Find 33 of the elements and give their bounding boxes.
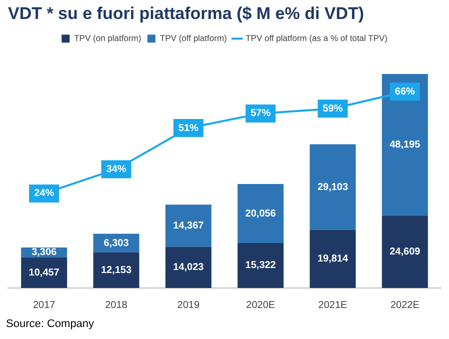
legend-label: TPV off platform (as a % of total TPV) bbox=[246, 32, 388, 43]
data-label: 12,153 bbox=[100, 264, 132, 276]
x-tick-label: 2022E bbox=[390, 300, 420, 311]
bar bbox=[165, 204, 212, 247]
data-label: 14,023 bbox=[173, 262, 204, 274]
data-label: 3,306 bbox=[32, 247, 58, 258]
bar bbox=[382, 216, 428, 288]
x-tick-label: 2019 bbox=[177, 300, 200, 311]
bar bbox=[93, 252, 140, 288]
data-label: 24,609 bbox=[390, 246, 421, 258]
bar bbox=[310, 144, 356, 230]
x-tick-label: 2020E bbox=[246, 300, 276, 311]
data-label: 14,367 bbox=[173, 220, 204, 232]
bar bbox=[21, 257, 68, 288]
data-label: 6,303 bbox=[104, 238, 130, 249]
data-label: 19,814 bbox=[317, 254, 348, 265]
x-tick-label: 2021E bbox=[318, 300, 348, 311]
data-label: 15,322 bbox=[245, 260, 276, 272]
bar bbox=[238, 242, 284, 288]
data-label: 20,056 bbox=[245, 208, 276, 220]
legend-label: TPV (off platform) bbox=[160, 32, 228, 43]
source-note: Source: Company bbox=[5, 318, 96, 330]
chart-title: VDT * su e fuori piattaforma ($ M e% di VDT) bbox=[8, 4, 364, 23]
bar bbox=[165, 246, 212, 288]
bar bbox=[238, 184, 284, 243]
data-label: 29,103 bbox=[317, 182, 348, 193]
x-tick-label: 2018 bbox=[105, 300, 128, 311]
data-label: 10,457 bbox=[28, 267, 60, 278]
x-tick-label: 2017 bbox=[32, 300, 56, 311]
bar bbox=[310, 230, 356, 288]
data-label: 48,195 bbox=[390, 140, 421, 151]
bar bbox=[382, 74, 428, 216]
legend-label: TPV (on platform) bbox=[74, 32, 142, 43]
